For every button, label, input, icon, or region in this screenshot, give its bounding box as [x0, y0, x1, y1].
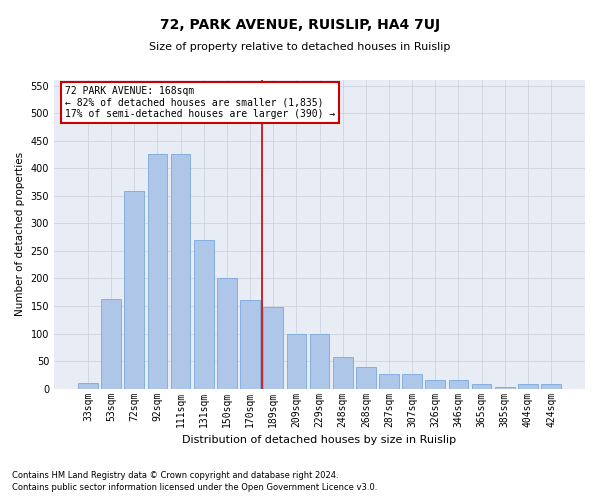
- Text: Contains HM Land Registry data © Crown copyright and database right 2024.: Contains HM Land Registry data © Crown c…: [12, 471, 338, 480]
- Bar: [263, 307, 283, 388]
- Text: Contains public sector information licensed under the Open Government Licence v3: Contains public sector information licen…: [12, 484, 377, 492]
- Text: 72 PARK AVENUE: 168sqm
← 82% of detached houses are smaller (1,835)
17% of semi-: 72 PARK AVENUE: 168sqm ← 82% of detached…: [65, 86, 335, 120]
- Bar: [101, 299, 121, 388]
- Bar: [171, 154, 190, 388]
- Bar: [124, 192, 144, 388]
- Y-axis label: Number of detached properties: Number of detached properties: [15, 152, 25, 316]
- Bar: [495, 387, 515, 388]
- Bar: [310, 334, 329, 388]
- Bar: [148, 154, 167, 388]
- Text: Size of property relative to detached houses in Ruislip: Size of property relative to detached ho…: [149, 42, 451, 52]
- Bar: [518, 384, 538, 388]
- Bar: [217, 278, 237, 388]
- Bar: [240, 300, 260, 388]
- Bar: [402, 374, 422, 388]
- Bar: [356, 366, 376, 388]
- Text: 72, PARK AVENUE, RUISLIP, HA4 7UJ: 72, PARK AVENUE, RUISLIP, HA4 7UJ: [160, 18, 440, 32]
- Bar: [287, 334, 306, 388]
- Bar: [541, 384, 561, 388]
- Bar: [425, 380, 445, 388]
- Bar: [194, 240, 214, 388]
- Bar: [78, 383, 98, 388]
- X-axis label: Distribution of detached houses by size in Ruislip: Distribution of detached houses by size …: [182, 435, 457, 445]
- Bar: [472, 384, 491, 388]
- Bar: [379, 374, 399, 388]
- Bar: [449, 380, 468, 388]
- Bar: [333, 357, 353, 388]
